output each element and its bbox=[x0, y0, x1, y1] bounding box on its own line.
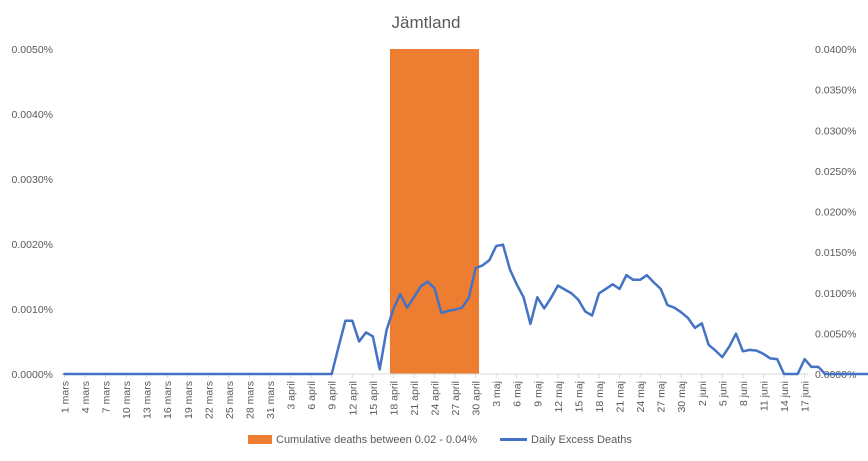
x-tick-label: 11 juni bbox=[758, 381, 770, 411]
y-right-tick-label: 0.0350% bbox=[815, 85, 856, 97]
y-right-tick-label: 0.0050% bbox=[815, 328, 856, 340]
legend-swatch-band bbox=[248, 435, 272, 444]
y-left-tick-label: 0.0030% bbox=[12, 174, 53, 186]
x-tick-label: 16 mars bbox=[162, 381, 174, 419]
y-right-tick-label: 0.0400% bbox=[815, 44, 856, 56]
x-tick-label: 9 maj bbox=[532, 381, 544, 407]
x-tick-label: 30 april bbox=[471, 381, 483, 415]
x-tick-label: 19 mars bbox=[183, 381, 195, 419]
x-tick-label: 6 april bbox=[306, 381, 318, 410]
legend: Cumulative deaths between 0.02 - 0.04% D… bbox=[248, 434, 632, 446]
y-left-tick-label: 0.0040% bbox=[12, 109, 53, 121]
y-left-tick-label: 0.0010% bbox=[12, 304, 53, 316]
x-tick-label: 24 maj bbox=[635, 381, 647, 413]
x-tick-label: 13 mars bbox=[142, 381, 154, 419]
band-rect bbox=[389, 49, 480, 374]
line-layer bbox=[63, 243, 868, 376]
x-tick-label: 12 april bbox=[347, 381, 359, 415]
x-tick-label: 4 mars bbox=[80, 381, 92, 413]
x-tick-label: 6 maj bbox=[512, 381, 524, 407]
y-right-tick-label: 0.0250% bbox=[815, 166, 856, 178]
x-tick-label: 10 mars bbox=[121, 381, 133, 419]
x-tick-label: 18 april bbox=[388, 381, 400, 415]
x-tick-label: 14 juni bbox=[779, 381, 791, 412]
x-tick-label: 2 juni bbox=[697, 381, 709, 406]
chart-title: Jämtland bbox=[392, 13, 461, 32]
x-tick-label: 12 maj bbox=[553, 381, 565, 413]
y-right-tick-label: 0.0100% bbox=[815, 288, 856, 300]
x-tick-label: 15 april bbox=[368, 381, 380, 415]
x-tick-label: 24 april bbox=[430, 381, 442, 415]
series-line-daily-excess-deaths bbox=[63, 243, 868, 376]
y-left-tick-label: 0.0000% bbox=[12, 369, 53, 381]
x-tick-label: 17 juni bbox=[800, 381, 812, 412]
x-tick-label: 21 maj bbox=[615, 381, 627, 413]
x-tick-label: 15 maj bbox=[573, 381, 585, 413]
x-tick-label: 25 mars bbox=[224, 381, 236, 419]
y-right-tick-label: 0.0200% bbox=[815, 207, 856, 219]
x-tick-label: 21 april bbox=[409, 381, 421, 415]
x-tick-label: 22 mars bbox=[203, 381, 215, 419]
x-tick-label: 7 mars bbox=[101, 381, 113, 413]
x-tick-label: 1 mars bbox=[59, 381, 71, 413]
x-tick-label: 5 juni bbox=[717, 381, 729, 406]
x-tick-label: 27 maj bbox=[656, 381, 668, 413]
x-tick-label: 27 april bbox=[450, 381, 462, 415]
x-tick-label: 18 maj bbox=[594, 381, 606, 413]
y-right-tick-label: 0.0150% bbox=[815, 247, 856, 259]
x-tick-label: 8 juni bbox=[738, 381, 750, 406]
x-tick-label: 28 mars bbox=[244, 381, 256, 419]
y-left-tick-label: 0.0050% bbox=[12, 44, 53, 56]
y-right-tick-label: 0.0300% bbox=[815, 125, 856, 137]
x-tick-label: 30 maj bbox=[676, 381, 688, 413]
x-tick-label: 31 mars bbox=[265, 381, 277, 419]
legend-label-line: Daily Excess Deaths bbox=[531, 434, 632, 446]
y-left-tick-label: 0.0020% bbox=[12, 239, 53, 251]
x-tick-label: 9 april bbox=[327, 381, 339, 410]
legend-label-band: Cumulative deaths between 0.02 - 0.04% bbox=[276, 434, 477, 446]
x-tick-label: 3 april bbox=[286, 381, 298, 410]
x-tick-label: 3 maj bbox=[491, 381, 503, 407]
band-layer bbox=[389, 49, 480, 374]
